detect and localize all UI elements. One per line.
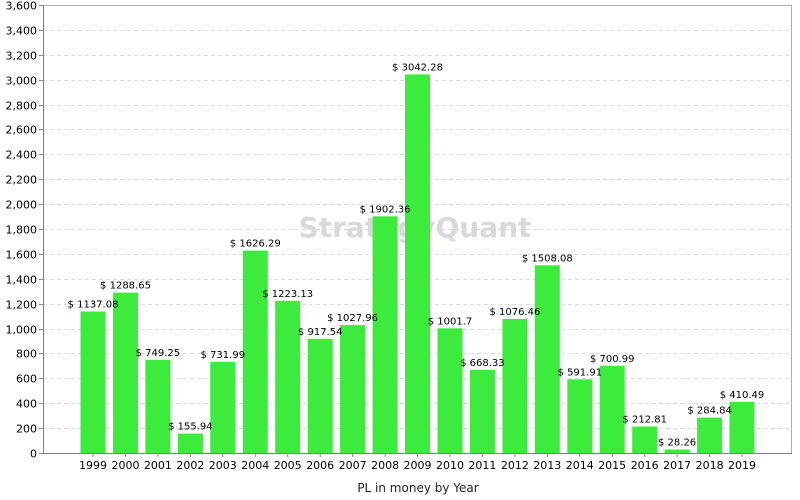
x-axis-title: PL in money by Year xyxy=(357,481,478,495)
data-label: $ 1626.29 xyxy=(230,239,281,250)
x-axis-ticks: 1999 2000 2001 2002 2003 2004 2005 2006 2007 2008… xyxy=(79,453,756,472)
bar xyxy=(599,365,625,453)
y-tick-label: 3,600 xyxy=(6,0,38,13)
y-tick-label: 3,000 xyxy=(6,75,38,88)
bar xyxy=(80,311,106,453)
data-label: $ 700.99 xyxy=(590,354,635,365)
bars xyxy=(80,74,755,454)
x-tick-label: 2009 xyxy=(404,459,432,472)
x-tick-label: 2017 xyxy=(663,459,691,472)
x-tick-label: 2010 xyxy=(436,459,464,472)
data-label: $ 212.81 xyxy=(622,415,667,426)
data-label: $ 591.91 xyxy=(558,367,603,378)
bar xyxy=(340,325,366,453)
x-tick-label: 2000 xyxy=(112,459,140,472)
bar xyxy=(437,328,463,453)
x-tick-label: 2004 xyxy=(241,459,269,472)
bar xyxy=(113,292,138,453)
y-tick-label: 1,000 xyxy=(6,324,38,337)
bar xyxy=(664,449,690,453)
data-label: $ 1001.7 xyxy=(428,316,473,327)
x-tick-label: 1999 xyxy=(79,459,107,472)
plot-frame xyxy=(43,5,792,454)
bar xyxy=(145,359,171,453)
y-tick-label: 800 xyxy=(16,348,37,361)
x-tick-label: 2002 xyxy=(176,459,204,472)
y-tick-label: 1,400 xyxy=(6,274,38,287)
data-label: $ 410.49 xyxy=(720,390,765,401)
x-tick-label: 2011 xyxy=(468,459,496,472)
bar xyxy=(210,361,236,453)
x-tick-label: 2019 xyxy=(728,459,756,472)
y-tick-label: 3,400 xyxy=(6,25,38,38)
data-label: $ 668.33 xyxy=(460,358,505,369)
y-tick-label: 2,600 xyxy=(6,124,38,137)
y-tick-label: 1,200 xyxy=(6,299,38,312)
bar xyxy=(632,426,658,453)
y-tick-label: 3,200 xyxy=(6,50,38,63)
y-tick-label: 1,800 xyxy=(6,224,38,237)
y-tick-label: 2,200 xyxy=(6,174,38,187)
x-tick-label: 2005 xyxy=(274,459,302,472)
x-tick-label: 2003 xyxy=(209,459,237,472)
data-label: $ 749.25 xyxy=(136,348,181,359)
x-tick-label: 2007 xyxy=(339,459,367,472)
x-tick-label: 2013 xyxy=(533,459,561,472)
x-tick-label: 2015 xyxy=(598,459,626,472)
data-label: $ 917.54 xyxy=(298,327,343,338)
bar xyxy=(729,401,755,453)
y-tick-label: 1,600 xyxy=(6,249,38,262)
data-label: $ 1076.46 xyxy=(489,307,540,318)
bar xyxy=(697,417,723,453)
y-tick-label: 2,000 xyxy=(6,199,38,212)
data-label: $ 3042.28 xyxy=(392,62,443,73)
bar xyxy=(242,250,268,453)
bar xyxy=(469,369,495,453)
bar xyxy=(372,216,398,453)
bar xyxy=(275,300,301,453)
bar xyxy=(307,338,333,453)
data-labels: $ 1137.08 $ 1288.65 $ 749.25 $ 155.94 $ 731.… xyxy=(68,62,765,448)
data-label: $ 1508.08 xyxy=(522,253,573,264)
bar xyxy=(405,74,430,454)
y-tick-label: 0 xyxy=(30,448,37,461)
bar xyxy=(534,265,560,453)
data-label: $ 1223.13 xyxy=(262,289,313,300)
x-tick-label: 2001 xyxy=(144,459,172,472)
x-tick-label: 2016 xyxy=(631,459,659,472)
data-label: $ 28.26 xyxy=(658,438,696,449)
data-label: $ 1137.08 xyxy=(68,300,119,311)
data-label: $ 155.94 xyxy=(168,422,213,433)
y-tick-label: 200 xyxy=(16,423,37,436)
y-tick-label: 2,400 xyxy=(6,149,38,162)
bar xyxy=(177,433,203,453)
bar xyxy=(567,379,593,453)
y-tick-label: 2,800 xyxy=(6,100,38,113)
y-axis-ticks: 0 200 400 600 800 1,000 1,200 1,400 1,600 1,800 2,… xyxy=(6,0,43,461)
data-label: $ 731.99 xyxy=(201,350,246,361)
x-tick-label: 2008 xyxy=(371,459,399,472)
y-tick-label: 400 xyxy=(16,398,37,411)
x-tick-label: 2012 xyxy=(501,459,529,472)
data-label: $ 284.84 xyxy=(687,406,732,417)
y-tick-label: 600 xyxy=(16,373,37,386)
data-label: $ 1902.36 xyxy=(360,204,411,215)
x-tick-label: 2014 xyxy=(566,459,594,472)
x-tick-label: 2018 xyxy=(696,459,724,472)
data-label: $ 1288.65 xyxy=(100,281,151,292)
x-tick-label: 2006 xyxy=(306,459,334,472)
bar xyxy=(502,319,528,453)
data-label: $ 1027.96 xyxy=(327,313,378,324)
